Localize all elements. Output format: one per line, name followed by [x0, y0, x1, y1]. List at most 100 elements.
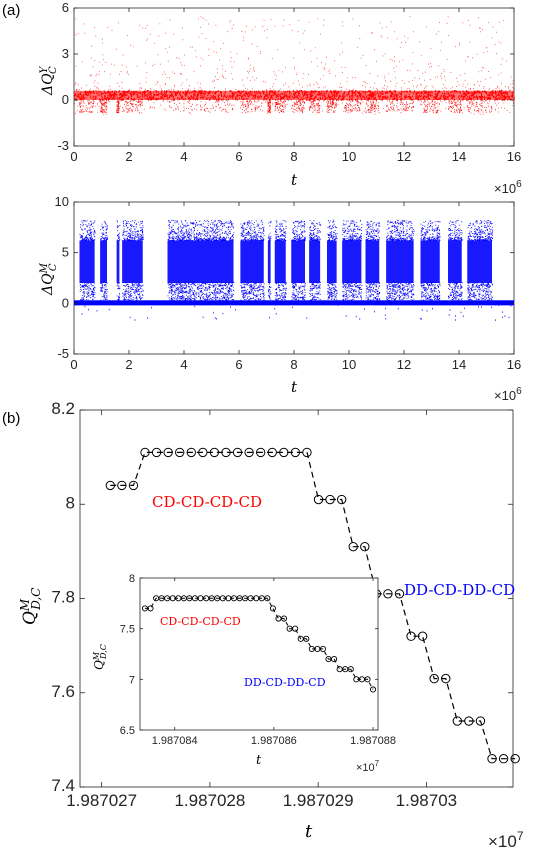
- y-tick-label: 7.5: [120, 624, 135, 636]
- y-tick-label: 7.8: [51, 588, 75, 607]
- y-tick-label: 8: [66, 493, 75, 512]
- plot-frame: [73, 7, 515, 147]
- circle-marker: [313, 494, 324, 505]
- blue-high-state: [274, 240, 286, 284]
- y-tick-label: 10: [55, 194, 69, 209]
- circle-marker: [394, 589, 405, 599]
- blue-high-scatter: [274, 220, 287, 301]
- blue-high-state: [240, 240, 264, 284]
- y-tick-label: 3: [62, 46, 69, 61]
- x-tick-label: 1.987084: [152, 735, 198, 747]
- y-axis-label: QMD,C: [18, 588, 43, 625]
- y-tick-label: 8: [129, 573, 135, 585]
- blue-baseline: [74, 300, 514, 306]
- circle-marker: [198, 447, 208, 458]
- circle-marker: [232, 447, 243, 458]
- y-tick-label: 8.2: [51, 399, 75, 418]
- blue-high-scatter: [268, 220, 272, 300]
- x-tick-label: 1.987027: [66, 791, 137, 810]
- inset-y-axis-label: QMD,C: [92, 644, 108, 670]
- blue-high-scatter: [167, 219, 235, 301]
- dashed-line: [110, 451, 516, 760]
- inset-circle-marker: [347, 666, 354, 673]
- circle-marker: [244, 447, 254, 458]
- circle-marker: [475, 716, 486, 726]
- circle-marker: [498, 754, 509, 764]
- x-tick-label: 1.987028: [174, 791, 245, 810]
- circle-marker: [429, 673, 439, 684]
- y-tick-label: -5: [57, 346, 69, 361]
- red-dips: [79, 100, 493, 114]
- y-axis-label: ΔQYC: [39, 65, 59, 96]
- y-ticks: -5 0 5 10: [55, 194, 514, 361]
- x-tick-label: 4: [180, 149, 187, 164]
- x-exponent: ×106: [494, 386, 522, 403]
- x-tick-label: 8: [290, 357, 297, 372]
- dashed-marker-series: [105, 447, 520, 764]
- inset-circle-marker: [364, 676, 371, 683]
- x-tick-label: 14: [452, 149, 466, 164]
- x-tick-label: 10: [342, 149, 356, 164]
- blue-high-state: [448, 240, 462, 284]
- blue-high-state: [420, 240, 440, 284]
- circle-marker: [441, 673, 451, 684]
- blue-dips: [81, 303, 514, 321]
- circle-marker: [279, 447, 289, 458]
- x-exponent: ×106: [494, 179, 522, 196]
- inset-circle-marker: [369, 686, 377, 693]
- x-axis-label: t: [305, 821, 313, 842]
- circle-marker: [487, 754, 497, 764]
- y-tick-label: 7.6: [51, 682, 75, 701]
- dd-annotation: DD-CD-DD-CD: [404, 581, 515, 599]
- y-tick-label: 5: [62, 245, 69, 260]
- circle-marker: [510, 754, 520, 764]
- circle-marker: [128, 480, 139, 491]
- y-tick-label: 6: [62, 0, 69, 15]
- red-scatter-series: [74, 16, 515, 115]
- x-tick-label: 1.987086: [251, 735, 297, 747]
- circle-marker: [348, 541, 358, 552]
- y-ticks: 7.4 7.6 7.8 8 8.2: [51, 399, 513, 795]
- y-tick-label: 0: [62, 295, 69, 310]
- circle-marker: [383, 589, 393, 599]
- red-spikes: [74, 16, 515, 115]
- x-tick-label: 1.987029: [283, 791, 354, 810]
- blue-high-state: [122, 240, 143, 284]
- blue-high-state: [116, 240, 120, 284]
- circle-marker: [186, 447, 196, 458]
- y-tick-label: 7: [129, 674, 135, 686]
- inset-circle-marker: [280, 615, 288, 622]
- x-tick-label: 16: [507, 357, 521, 372]
- x-tick-label: 0: [70, 357, 77, 372]
- inset-dashed-marker-series: [141, 595, 377, 693]
- inset-cd-annotation: CD-CD-CD-CD: [160, 615, 241, 628]
- blue-high-state: [267, 240, 271, 284]
- inset-x-ticks: 1.987084 1.987086 1.987088: [152, 578, 396, 747]
- circle-marker: [302, 447, 312, 458]
- x-tick-label: 2: [125, 357, 132, 372]
- blue-high-scatter: [122, 220, 144, 301]
- panel-b-chart: 1.987027 1.987028 1.987029 1.98703 7.47.67.…: [18, 399, 524, 851]
- blue-high-scatter: [467, 220, 493, 301]
- circle-marker: [325, 494, 335, 505]
- x-ticks: 0 2 4 6 8 10 12 14 16: [70, 202, 521, 372]
- circle-marker: [360, 541, 370, 552]
- inset-circle-marker: [269, 605, 276, 612]
- x-ticks: 1.987027 1.987028 1.987029 1.98703: [66, 410, 457, 810]
- circle-marker: [151, 447, 162, 458]
- x-tick-label: 6: [235, 149, 242, 164]
- x-tick-label: 14: [452, 357, 466, 372]
- x-tick-label: 10: [342, 357, 356, 372]
- inset-circle-marker: [264, 595, 271, 602]
- x-ticks: 0 2 4 6 8 10 12 14 16: [70, 8, 521, 164]
- blue-high-state: [291, 240, 305, 284]
- circle-marker: [417, 631, 428, 641]
- blue-high-state: [167, 240, 234, 284]
- x-tick-label: 4: [180, 357, 187, 372]
- cd-annotation: CD-CD-CD-CD: [152, 493, 262, 511]
- y-ticks: -3 0 3 6: [57, 0, 514, 153]
- blue-high-state: [327, 240, 337, 284]
